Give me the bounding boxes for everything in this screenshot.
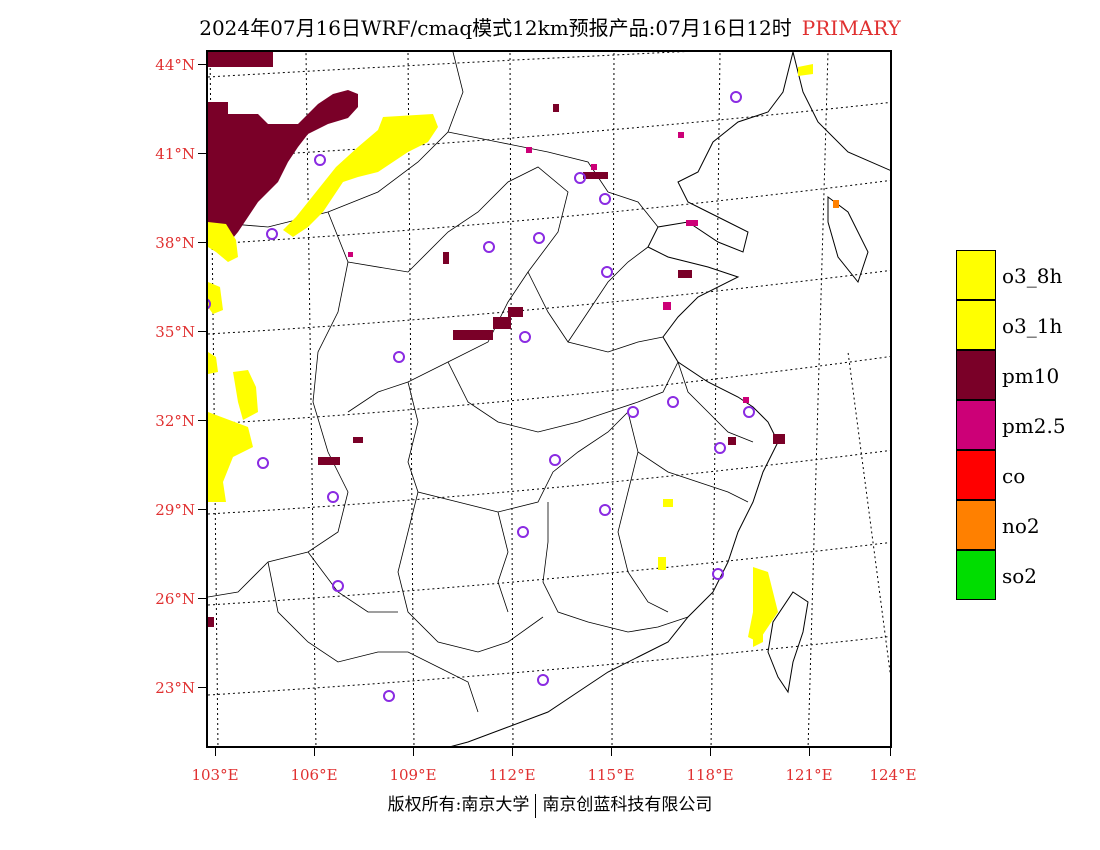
legend-swatch — [956, 550, 996, 600]
legend-label: o3_8h — [1002, 264, 1063, 288]
lat-label-26: 26°N — [155, 590, 195, 608]
lat-label-41: 41°N — [155, 145, 195, 163]
lon-tick — [215, 748, 216, 756]
copyright-left: 版权所有:南京大学 — [387, 795, 530, 815]
lon-label-115: 115°E — [587, 766, 635, 784]
lon-tick — [413, 748, 414, 756]
legend-label: pm10 — [1002, 364, 1060, 388]
legend-swatch — [956, 250, 996, 300]
pm25-spots — [348, 132, 749, 403]
pm10-region — [208, 52, 358, 244]
copyright-footer: 版权所有:南京大学 南京创蓝科技有限公司 — [0, 790, 1100, 818]
lon-tick — [710, 748, 711, 756]
lat-label-29: 29°N — [155, 501, 195, 519]
map-canvas — [208, 52, 890, 746]
legend-swatch — [956, 300, 996, 350]
legend-label: co — [1002, 464, 1026, 488]
lon-label-124: 124°E — [869, 766, 917, 784]
lat-tick — [198, 64, 206, 65]
legend-label: pm2.5 — [1002, 414, 1066, 438]
title-main: 2024年07月16日WRF/cmaq模式12km预报产品:07月16日12时 — [199, 16, 792, 40]
lat-label-38: 38°N — [155, 234, 195, 252]
province-borders — [208, 52, 754, 713]
lon-label-118: 118°E — [686, 766, 734, 784]
legend-swatch — [956, 350, 996, 400]
lat-tick — [198, 509, 206, 510]
map-title: 2024年07月16日WRF/cmaq模式12km预报产品:07月16日12时 P… — [0, 12, 1100, 41]
pm10-spots — [208, 104, 785, 627]
copyright-right: 南京创蓝科技有限公司 — [542, 795, 713, 815]
no2-spot — [833, 200, 839, 208]
footer-divider — [535, 793, 537, 818]
title-tag: PRIMARY — [801, 16, 901, 40]
legend-label: no2 — [1002, 514, 1040, 538]
lat-tick — [198, 598, 206, 599]
map-area — [206, 50, 892, 748]
lat-label-35: 35°N — [155, 323, 195, 341]
lon-tick — [611, 748, 612, 756]
lon-label-112: 112°E — [488, 766, 536, 784]
lon-tick — [314, 748, 315, 756]
lat-label-32: 32°N — [155, 412, 195, 430]
legend-swatch — [956, 400, 996, 450]
lon-tick — [890, 748, 891, 756]
lat-tick — [198, 153, 206, 154]
lon-label-121: 121°E — [785, 766, 833, 784]
lon-label-106: 106°E — [290, 766, 338, 784]
lon-tick — [512, 748, 513, 756]
lat-tick — [198, 242, 206, 243]
lat-label-23: 23°N — [155, 679, 195, 697]
lon-label-109: 109°E — [389, 766, 437, 784]
lat-tick — [198, 687, 206, 688]
legend-swatch — [956, 450, 996, 500]
lon-label-103: 103°E — [191, 766, 239, 784]
legend-label: so2 — [1002, 564, 1038, 588]
o3-region — [208, 64, 813, 647]
coastline — [451, 52, 890, 746]
legend-label: o3_1h — [1002, 314, 1063, 338]
lon-tick — [809, 748, 810, 756]
lat-label-44: 44°N — [155, 56, 195, 74]
lat-tick — [198, 420, 206, 421]
lat-tick — [198, 331, 206, 332]
legend-swatch — [956, 500, 996, 550]
station-markers — [208, 91, 755, 702]
